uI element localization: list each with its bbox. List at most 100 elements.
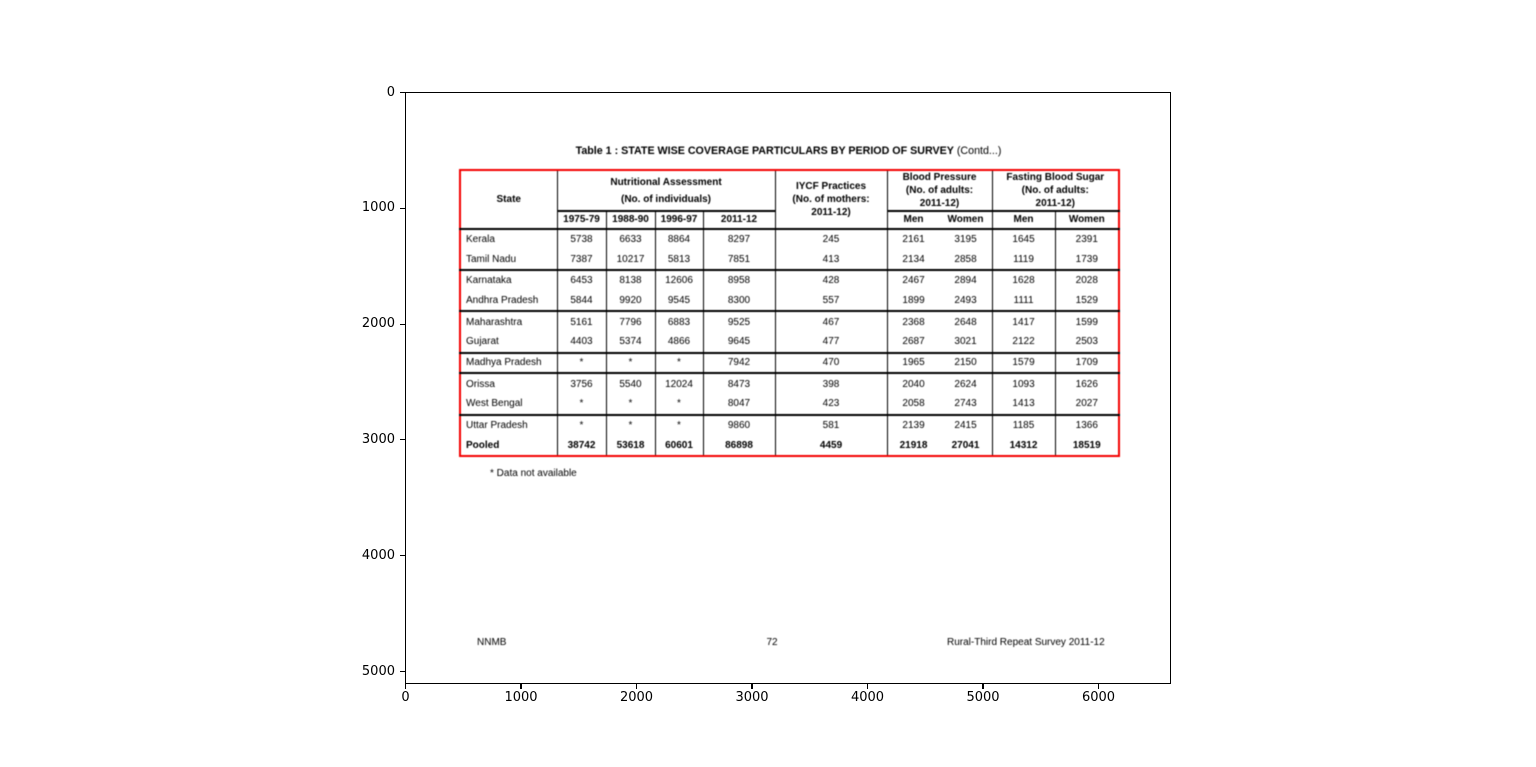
cell-value: * [557,414,607,436]
cell-value: 53618 [606,435,656,457]
coverage-table: State Nutritional Assessment (No. of ind… [459,169,1121,458]
cell-value: 1185 [992,414,1056,436]
header-year-1996-97: 1996-97 [655,211,704,230]
cell-state: Andhra Pradesh [460,290,558,313]
header-blood-pressure: Blood Pressure (No. of adults: 2011-12) [887,170,993,212]
cell-value: 467 [775,311,888,332]
cell-value: 1529 [1055,290,1120,313]
cell-value: 21918 [899,439,928,451]
cell-state: Maharashtra [460,311,558,332]
cell-value: 2368 [902,316,925,328]
cell-value: 9645 [703,331,776,354]
cell-value: * [557,394,607,416]
header-bp-line1: Blood Pressure [902,172,977,183]
header-fbs-women: Women [1055,211,1120,230]
cell-value: 245 [775,228,888,250]
cell-value: 2134 [887,249,940,271]
cell-value: 5161 [557,311,607,332]
header-fbs-line3: 2011-12) [1035,198,1076,209]
header-fasting-blood-sugar: Fasting Blood Sugar (No. of adults: 2011… [992,170,1120,212]
table-row-orissa: Orissa 3756 5540 12024 8473 398 2040 262… [460,373,1119,394]
cell-value: 5374 [606,331,656,354]
x-tick-mark-4000 [866,684,869,689]
x-tick-label-3000: 3000 [735,690,769,705]
cell-value: 9525 [703,311,776,332]
cell-value: 7851 [703,249,776,271]
header-year-1988-90: 1988-90 [606,211,656,230]
document-title-note: (Contd...) [956,145,1002,157]
header-bp-men: Men [887,211,940,230]
cell-value: 2743 [939,394,993,416]
cell-value: 7387 [557,249,607,271]
cell-value: 5540 [606,373,656,394]
cell-value: 2027 [1055,394,1120,416]
table-row-maharashtra: Maharashtra 5161 7796 6883 9525 467 2368… [460,311,1119,332]
x-tick-mark-3000 [751,684,753,689]
header-fbs-line1: Fasting Blood Sugar [1006,172,1105,183]
header-nutritional-assessment: Nutritional Assessment (No. of individua… [557,170,776,212]
cell-state: Tamil Nadu [460,249,558,271]
y-tick-mark-3000 [400,439,405,441]
cell-value: 86898 [703,435,776,457]
cell-value: 4403 [557,331,607,354]
footnote: * Data not available [490,468,577,479]
footer-page-number: 72 [766,637,778,648]
cell-value: 6453 [557,269,607,291]
cell-value: 9545 [655,290,704,313]
header-bp-line3: 2011-12) [919,198,960,209]
cell-value: 2503 [1055,331,1120,354]
cell-state: Pooled [460,435,558,457]
cell-value: 428 [775,269,888,291]
table-row-andhra-pradesh: Andhra Pradesh 5844 9920 9545 8300 557 1… [460,290,1120,313]
cell-value: 38742 [557,435,607,457]
cell-value: 12606 [655,269,704,291]
cell-value: 9860 [703,414,776,436]
cell-value: 2058 [887,394,940,416]
cell-state: Karnataka [460,269,558,291]
header-iycf-line3: 2011-12) [811,206,851,218]
table-row-uttar-pradesh: Uttar Pradesh * * * 9860 581 2139 2415 1… [460,414,1119,436]
cell-value: 1579 [992,352,1056,375]
y-tick-mark-4000 [400,555,405,557]
cell-value: * [655,352,704,375]
cell-value: 1417 [992,311,1056,332]
cell-value: 2687 [887,331,940,354]
cell-value: 2858 [939,249,993,271]
cell-value: 1093 [992,373,1056,394]
cell-value: 3021 [939,331,993,354]
cell-value: 1628 [992,269,1056,291]
cell-value: 2391 [1075,233,1098,245]
cell-value: 12024 [655,373,704,394]
y-tick-label-1000: 1000 [361,200,395,216]
cell-value: 9920 [606,290,656,313]
cell-state: Kerala [460,228,558,250]
table-row-tamil-nadu: Tamil Nadu 7387 10217 5813 7851 413 2134… [460,249,1120,271]
cell-value: 2122 [992,331,1056,354]
x-tick-label-1000: 1000 [504,690,538,705]
header-state: State [460,170,558,230]
header-iycf: IYCF Practices (No. of mothers: 2011-12) [775,170,888,230]
header-fbs-men: Men [992,211,1056,230]
cell-value: 413 [775,249,888,271]
cell-value: 10217 [606,249,656,271]
y-tick-mark-0 [400,91,405,94]
header-bp-women: Women [939,211,993,230]
header-nutritional-line1: Nutritional Assessment [610,176,722,188]
table-row-kerala: Kerala 5738 6633 8864 8297 245 2161 3195… [460,228,1119,250]
cell-value: 2139 [902,420,925,432]
footer-org: NNMB [477,637,507,648]
cell-value: * [655,414,704,436]
cell-state: Orissa [460,373,558,394]
cell-value: 1119 [992,249,1056,271]
x-tick-label-2000: 2000 [619,690,654,705]
y-tick-label-5000: 5000 [361,663,395,679]
cell-value: 3756 [557,373,607,394]
document-title: Table 1 : STATE WISE COVERAGE PARTICULAR… [406,145,1171,157]
table-row-west-bengal: West Bengal * * * 8047 423 2058 2743 141… [460,394,1120,416]
header-nutritional-line2: (No. of individuals) [621,193,711,205]
cell-value: * [606,352,656,375]
cell-value: 4866 [655,331,704,354]
cell-value: 8047 [703,394,776,416]
table-row-gujarat: Gujarat 4403 5374 4866 9645 477 2687 302… [460,331,1120,354]
